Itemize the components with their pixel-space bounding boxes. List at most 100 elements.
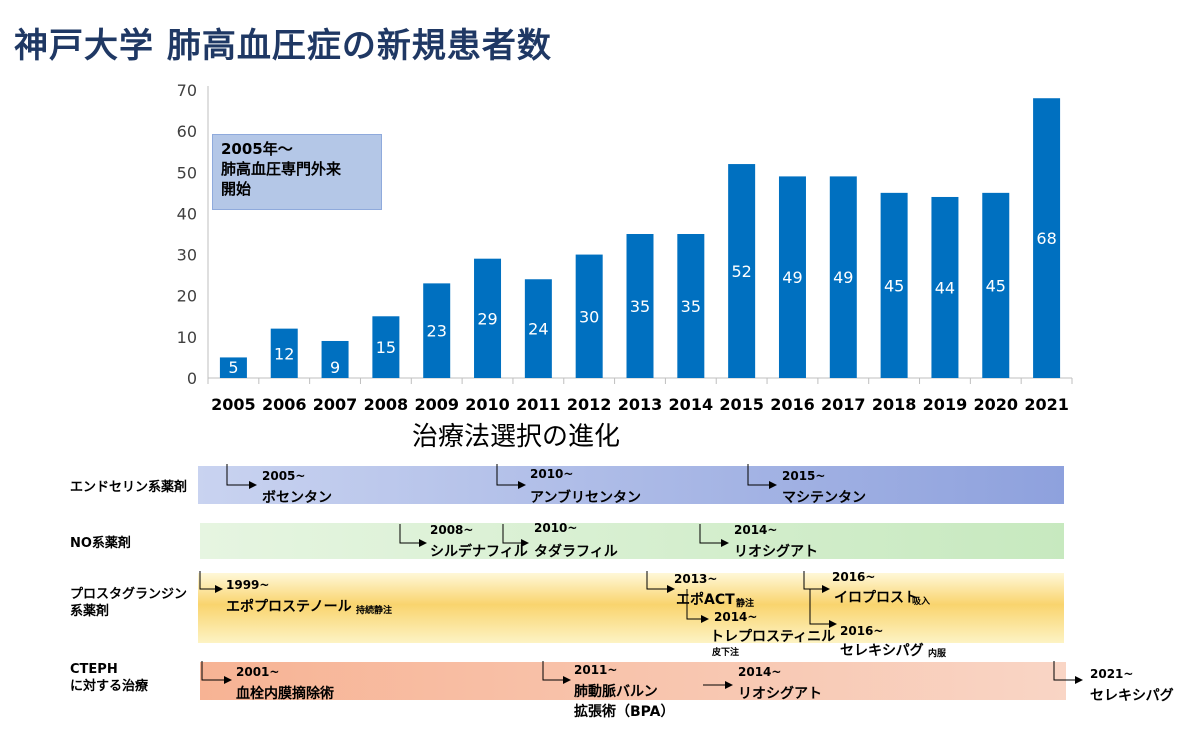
bar-chart: 0 10 20 30 40 50 60 70 5 2005 12 2006 9 2007 15 2008 23 2… (177, 81, 1073, 414)
bar (728, 164, 756, 378)
drug-treprostinil: トレプロスティニル (710, 629, 836, 645)
drug-epoprostenol: エポプロステノール (226, 599, 352, 615)
year-bosentan: 2005~ (262, 469, 306, 483)
x-tick-label: 2019 (923, 395, 968, 414)
year-selexipag-cteph: 2021~ (1090, 667, 1134, 681)
no-band (200, 523, 1064, 559)
bar (575, 254, 603, 378)
note-epoact: 静注 (736, 599, 755, 609)
data-label: 29 (477, 309, 497, 328)
x-tick-label: 2017 (821, 395, 866, 414)
data-label: 35 (681, 297, 701, 316)
data-label: 23 (427, 322, 447, 341)
x-tick-label: 2015 (719, 395, 764, 414)
year-tadalafil: 2010~ (534, 521, 578, 535)
callout-line-2: 肺高血圧専門外来 (221, 160, 342, 178)
arrow-selexipag-cteph (1053, 661, 1083, 684)
bar (372, 316, 400, 378)
data-label: 49 (782, 268, 802, 287)
bar (219, 357, 247, 378)
bar (677, 234, 705, 378)
x-tick-label: 2016 (770, 395, 815, 414)
drug-iloprost: イロプロスト (834, 590, 918, 606)
arrow-iloprost (803, 571, 830, 593)
data-label: 45 (986, 276, 1006, 295)
x-tick-label: 2009 (414, 395, 459, 414)
arrow-selexipag (809, 589, 837, 628)
year-epoprostenol: 1999~ (226, 578, 270, 592)
bar (778, 176, 806, 378)
row-label-endothelin: エンドセリン系薬剤 (70, 480, 188, 495)
x-tick-label: 2012 (567, 395, 612, 414)
x-tick-label: 2010 (465, 395, 510, 414)
drug-tadalafil: タダラフィル (534, 544, 618, 560)
callout-line-1: 2005年～ (221, 140, 293, 158)
data-label: 44 (935, 278, 955, 297)
drug-pea: 血栓内膜摘除術 (236, 686, 334, 702)
bar (1033, 98, 1061, 378)
drug-bosentan: ボセンタン (262, 490, 332, 506)
data-label: 30 (579, 307, 599, 326)
year-riociguat-no: 2014~ (734, 523, 778, 537)
arrow-epoprostenol (199, 571, 223, 593)
year-riociguat-cteph: 2014~ (738, 665, 782, 679)
year-pea: 2001~ (236, 665, 280, 679)
x-tick-label: 2008 (364, 395, 409, 414)
drug-sildenafil: シルデナフィル (430, 544, 528, 560)
y-tick-label: 70 (177, 81, 197, 100)
y-tick-label: 20 (177, 287, 197, 306)
drug-bpa-line-1: 肺動脈バルン (574, 684, 658, 700)
endothelin-band (198, 466, 1064, 504)
drug-epoact: エポACT (676, 592, 735, 608)
year-sildenafil: 2008~ (430, 523, 474, 537)
drug-bpa-line-2: 拡張術（BPA） (574, 704, 675, 720)
note-iloprost: 吸入 (912, 597, 931, 607)
bar (880, 192, 908, 378)
arrow-bosentan (226, 464, 257, 489)
bar (931, 196, 959, 378)
data-label: 35 (630, 297, 650, 316)
bar (474, 258, 502, 378)
arrow-riociguat-no (699, 524, 729, 547)
data-label: 24 (528, 320, 548, 339)
data-label: 5 (228, 358, 238, 377)
y-tick-label: 60 (177, 122, 197, 141)
drug-macitentan: マシテンタン (782, 490, 866, 506)
callout-line-3: 開始 (221, 180, 252, 198)
x-tick-label: 2006 (262, 395, 307, 414)
arrow-pea (201, 661, 232, 684)
year-ambrisentan: 2010~ (530, 467, 574, 481)
year-iloprost: 2016~ (832, 570, 876, 584)
data-label: 12 (274, 344, 294, 363)
page-title: 神戸大学 肺高血圧症の新規患者数 (14, 26, 552, 66)
note-treprostinil: 皮下注 (712, 648, 740, 658)
drug-ambrisentan: アンブリセンタン (530, 490, 642, 506)
timeline-title: 治療法選択の進化 (412, 422, 621, 452)
y-tick-label: 30 (177, 246, 197, 265)
bar (982, 192, 1010, 378)
note-epoprostenol: 持続静注 (356, 606, 393, 616)
note-selexipag: 内服 (928, 649, 947, 659)
cteph-band (200, 662, 1066, 700)
bar (423, 283, 451, 378)
year-selexipag: 2016~ (840, 624, 884, 638)
y-tick-label: 10 (177, 328, 197, 347)
x-tick-label: 2018 (872, 395, 917, 414)
row-label-no: NO系薬剤 (70, 536, 131, 551)
bar (829, 176, 857, 378)
row-label-prostaglandin: プロスタグランジン 系薬剤 (70, 587, 188, 619)
x-tick-label: 2013 (618, 395, 663, 414)
y-tick-label: 50 (177, 163, 197, 182)
x-tick-label: 2011 (516, 395, 561, 414)
x-tick-label: 2021 (1024, 395, 1069, 414)
drug-riociguat-no: リオシグアト (734, 544, 818, 560)
data-label: 49 (833, 268, 853, 287)
arrow-ambrisentan (496, 464, 526, 489)
arrow-epoact (646, 571, 675, 593)
bar (524, 279, 552, 378)
drug-selexipag-cteph: セレキシパグ (1090, 688, 1174, 704)
data-label: 15 (376, 338, 396, 357)
arrow-macitentan (747, 464, 777, 489)
arrow-treprostinil (686, 589, 709, 623)
data-label: 52 (731, 262, 751, 281)
